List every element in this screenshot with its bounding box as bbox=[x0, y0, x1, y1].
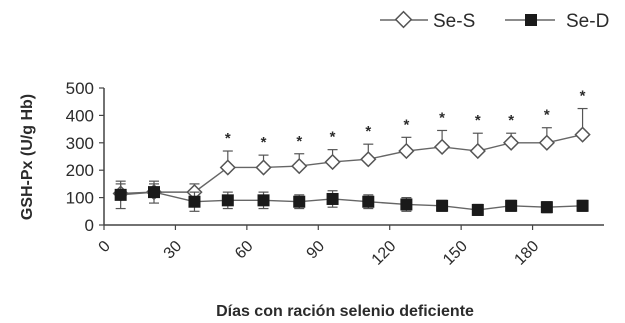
significance-marker: * bbox=[439, 109, 445, 126]
data-point-se-s bbox=[433, 138, 451, 156]
data-point-se-d bbox=[257, 194, 270, 207]
data-point-se-d bbox=[576, 199, 589, 212]
series-se-d bbox=[114, 180, 589, 217]
data-point-se-s bbox=[324, 153, 341, 171]
data-point-se-d bbox=[400, 198, 413, 211]
series-layer: * * * * * * * * * * * bbox=[112, 88, 591, 217]
data-point-se-d bbox=[221, 194, 234, 207]
significance-marker: * bbox=[261, 134, 267, 151]
data-point-se-s bbox=[574, 126, 591, 143]
data-point-se-d bbox=[540, 201, 553, 214]
data-point-se-d bbox=[362, 195, 375, 208]
significance-marker: * bbox=[508, 112, 514, 129]
x-tick-label: 30 bbox=[161, 238, 186, 263]
data-point-se-s bbox=[538, 134, 555, 151]
significance-marker: * bbox=[580, 88, 586, 105]
y-tick-label: 100 bbox=[66, 189, 94, 208]
legend-label-se-s: Se-S bbox=[433, 11, 475, 32]
legend: Se-S Se-D bbox=[380, 10, 609, 32]
y-ticks: 0 100 200 300 400 500 bbox=[66, 79, 104, 235]
y-tick-label: 200 bbox=[66, 161, 94, 180]
data-point-se-d bbox=[188, 195, 201, 208]
significance-marker: * bbox=[475, 112, 481, 129]
legend-marker-se-d bbox=[525, 14, 537, 26]
significance-marker: * bbox=[225, 130, 231, 147]
significance-marker: * bbox=[296, 133, 302, 150]
data-point-se-d bbox=[471, 203, 484, 216]
y-tick-label: 400 bbox=[66, 106, 94, 125]
x-tick-label: 90 bbox=[304, 238, 329, 263]
series-se-s: * * * * * * * * * * * bbox=[112, 88, 591, 202]
y-tick-label: 0 bbox=[85, 216, 94, 235]
data-point-se-s bbox=[398, 142, 415, 160]
significance-marker: * bbox=[544, 107, 550, 124]
data-point-se-d bbox=[114, 188, 127, 201]
data-point-se-d bbox=[293, 195, 306, 208]
x-tick-label: 180 bbox=[511, 238, 542, 269]
legend-label-se-d: Se-D bbox=[566, 11, 609, 32]
data-point-se-d bbox=[148, 186, 160, 199]
x-tick-label: 120 bbox=[369, 238, 400, 269]
significance-marker: * bbox=[365, 123, 371, 140]
data-point-se-s bbox=[503, 134, 520, 151]
data-point-se-d bbox=[326, 192, 339, 205]
data-point-se-d bbox=[505, 199, 518, 212]
y-tick-label: 300 bbox=[66, 134, 94, 153]
significance-marker: * bbox=[330, 129, 336, 146]
x-ticks: 0 30 60 90 120 150 180 bbox=[96, 225, 542, 269]
data-point-se-s bbox=[291, 157, 308, 175]
data-point-se-s bbox=[219, 159, 236, 176]
data-point-se-s bbox=[360, 151, 377, 168]
data-point-se-s bbox=[469, 142, 486, 160]
significance-marker: * bbox=[403, 116, 409, 133]
x-tick-label: 0 bbox=[96, 238, 114, 256]
x-tick-label: 60 bbox=[232, 238, 257, 263]
legend-marker-se-s bbox=[394, 10, 413, 29]
data-point-se-s bbox=[255, 159, 272, 176]
y-tick-label: 500 bbox=[66, 79, 94, 98]
y-axis-title: GSH-Px (U/g Hb) bbox=[19, 94, 36, 220]
x-tick-label: 150 bbox=[440, 238, 471, 269]
x-axis-title: Días con ración selenio deficiente bbox=[216, 303, 474, 320]
data-point-se-d bbox=[436, 199, 449, 212]
